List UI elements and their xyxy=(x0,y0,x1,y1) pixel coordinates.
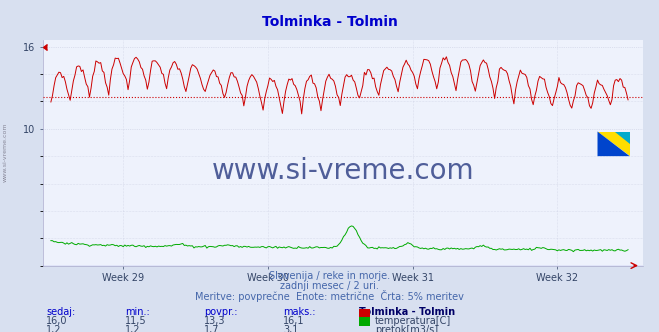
Text: 1,2: 1,2 xyxy=(46,325,62,332)
Text: www.si-vreme.com: www.si-vreme.com xyxy=(3,123,8,183)
Text: 3,1: 3,1 xyxy=(283,325,299,332)
Text: 1,7: 1,7 xyxy=(204,325,220,332)
Polygon shape xyxy=(616,131,629,144)
Text: sedaj:: sedaj: xyxy=(46,307,75,317)
Text: Tolminka - Tolmin: Tolminka - Tolmin xyxy=(262,15,397,29)
Text: povpr.:: povpr.: xyxy=(204,307,238,317)
Text: zadnji mesec / 2 uri.: zadnji mesec / 2 uri. xyxy=(280,281,379,290)
Text: min.:: min.: xyxy=(125,307,150,317)
Text: Slovenija / reke in morje.: Slovenija / reke in morje. xyxy=(269,271,390,281)
Text: 11,5: 11,5 xyxy=(125,316,147,326)
Polygon shape xyxy=(598,131,629,156)
Polygon shape xyxy=(598,131,629,156)
Text: 1,2: 1,2 xyxy=(125,325,141,332)
Text: 13,3: 13,3 xyxy=(204,316,226,326)
Text: maks.:: maks.: xyxy=(283,307,316,317)
Text: Meritve: povprečne  Enote: metrične  Črta: 5% meritev: Meritve: povprečne Enote: metrične Črta:… xyxy=(195,290,464,302)
Text: pretok[m3/s]: pretok[m3/s] xyxy=(375,325,438,332)
Text: 16,1: 16,1 xyxy=(283,316,305,326)
Text: Tolminka - Tolmin: Tolminka - Tolmin xyxy=(359,307,455,317)
Text: 16,0: 16,0 xyxy=(46,316,68,326)
Text: temperatura[C]: temperatura[C] xyxy=(375,316,451,326)
Text: www.si-vreme.com: www.si-vreme.com xyxy=(212,157,474,185)
